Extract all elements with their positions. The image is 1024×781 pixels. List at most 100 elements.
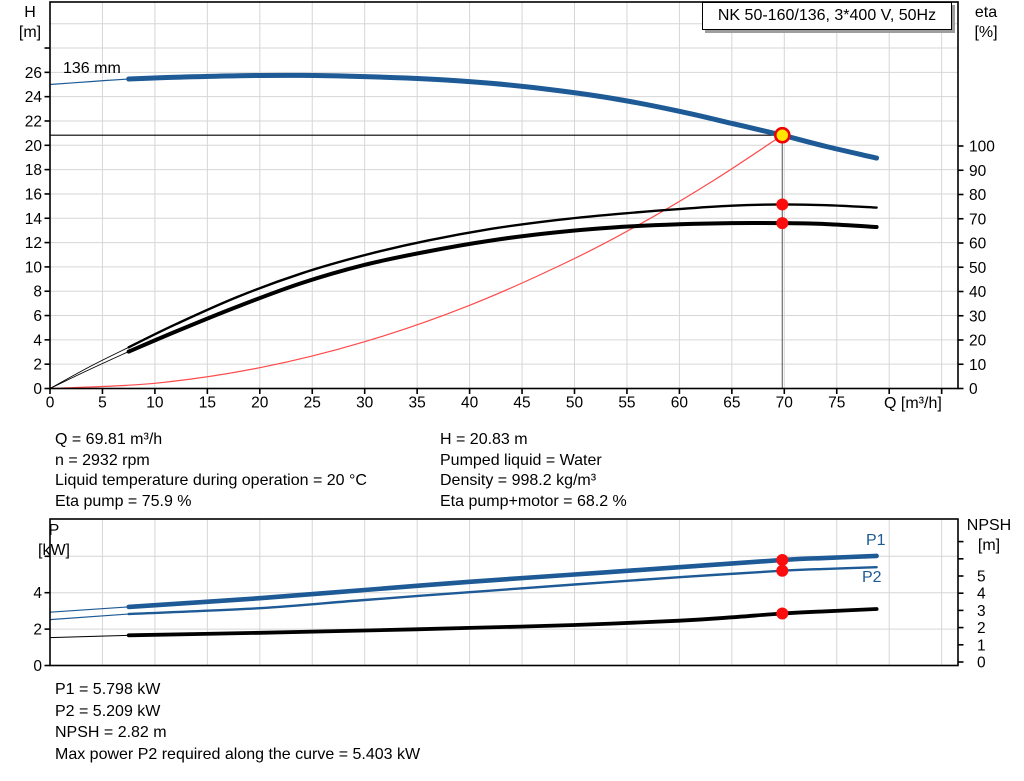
power-info: P1 = 5.798 kW P2 = 5.209 kW NPSH = 2.82 … <box>55 679 420 766</box>
h-axis-tick-label: 26 <box>25 65 42 82</box>
p-axis-tick-label: 4 <box>33 585 42 602</box>
h-axis-tick-label: 24 <box>25 89 43 106</box>
h-axis-tick-label: 4 <box>33 332 42 349</box>
eta-axis-tick-label: 60 <box>969 236 987 253</box>
npsh-curve-curve-thin <box>49 634 129 639</box>
h-axis-tick-label: 20 <box>25 138 43 155</box>
q-axis-tick-label: 45 <box>513 395 530 412</box>
q-axis-tick-label: 30 <box>356 395 374 412</box>
p1-duty-marker <box>776 553 789 566</box>
p-axis-tick-label: 2 <box>33 622 42 639</box>
npsh-axis-tick-label: 5 <box>977 569 986 586</box>
npsh-axis-tick-label: 3 <box>977 603 986 620</box>
h-axis-tick-label: 18 <box>25 162 42 179</box>
eta-axis-tick-label: 20 <box>969 333 987 350</box>
p2-power-curve <box>127 566 878 616</box>
info-line-p2: P2 = 5.209 kW <box>55 702 161 720</box>
h-axis-tick-label: 10 <box>25 259 43 276</box>
eta-pump-curve <box>127 203 878 349</box>
info-line-q: Q = 69.81 m³/h <box>55 431 163 448</box>
q-axis-tick-label: 35 <box>409 395 426 412</box>
p2-duty-marker <box>776 564 789 577</box>
eta-pump-curve-thin <box>49 346 129 389</box>
pump-name: NK 50-160/136, 3*400 V, 50Hz <box>717 7 937 24</box>
power-axis-unit-label: P [kW] <box>26 521 82 561</box>
eta-axis-tick-label: 0 <box>969 381 978 398</box>
q-axis-tick-label: 10 <box>146 395 164 412</box>
h-axis-tick-label: 0 <box>33 381 42 398</box>
info-line-h: H = 20.83 m <box>440 431 528 448</box>
power-axis-unit: [kW] <box>38 542 70 559</box>
npsh-curve-curve <box>126 607 879 638</box>
info-line-liquid-temp: Liquid temperature during operation = 20… <box>55 472 367 490</box>
head-axis-unit: [m] <box>18 24 42 41</box>
pump-name-box: NK 50-160/136, 3*400 V, 50Hz <box>702 2 952 30</box>
q-axis-tick-label: 0 <box>46 395 55 412</box>
npsh-axis-unit-label: NPSH [m] <box>963 516 1015 556</box>
info-line-max-p2: Max power P2 required along the curve = … <box>55 746 421 764</box>
eta-axis-tick-label: 30 <box>969 308 987 325</box>
power-axis-symbol: P <box>48 522 60 539</box>
q-axis-tick-label: 60 <box>671 395 689 412</box>
npsh-axis-tick-label: 1 <box>977 637 986 654</box>
info-line-eta-pump: Eta pump = 75.9 % <box>55 493 192 511</box>
duty-info-left: Q = 69.81 m³/h n = 2932 rpm Liquid tempe… <box>55 430 367 513</box>
q-axis-tick-label: 20 <box>251 395 269 412</box>
eta-pump-motor-curve-thin <box>49 351 129 389</box>
info-line-npsh: NPSH = 2.82 m <box>55 724 167 742</box>
head-axis-unit-label: H [m] <box>8 3 52 43</box>
npsh-axis-tick-label: 0 <box>977 655 986 672</box>
eta-pump-motor-duty-marker <box>776 217 789 230</box>
eta-axis-tick-label: 40 <box>969 284 987 301</box>
q-axis-tick-label: 55 <box>618 395 635 412</box>
info-line-eta-pump-motor: Eta pump+motor = 68.2 % <box>440 493 627 511</box>
p1-power-curve-thin <box>49 606 129 613</box>
flow-axis-unit-label: Q [m³/h] <box>884 395 942 412</box>
q-axis-tick-label: 40 <box>461 395 479 412</box>
info-line-pumped-liquid: Pumped liquid = Water <box>440 451 602 469</box>
p1-power-curve <box>126 553 879 610</box>
q-axis-tick-label: 70 <box>776 395 794 412</box>
eta-pump-duty-marker <box>776 198 789 211</box>
info-line-density: Density = 998.2 kg/m³ <box>440 472 597 490</box>
npsh-axis-tick-label: 4 <box>977 586 986 603</box>
q-axis-tick-label: 65 <box>723 395 740 412</box>
eta-axis-tick-label: 90 <box>969 163 987 180</box>
eta-axis-symbol: eta <box>974 4 998 21</box>
head-axis-symbol: H <box>24 4 36 21</box>
eta-axis-unit: [%] <box>974 24 998 41</box>
q-axis-tick-label: 25 <box>304 395 321 412</box>
npsh-axis-unit: [m] <box>977 537 1001 554</box>
eta-axis-tick-label: 100 <box>969 139 995 156</box>
qh-plot-frame[interactable] <box>49 1 959 390</box>
eta-axis-tick-label: 70 <box>969 211 987 228</box>
h-axis-tick-label: 12 <box>25 235 42 252</box>
h-axis-tick-label: 14 <box>25 211 43 228</box>
p2-power-curve-thin <box>49 613 129 621</box>
h-axis-tick-label: 16 <box>25 186 42 203</box>
h-axis-tick-label: 6 <box>33 308 42 325</box>
system-curve-curve-thin <box>49 134 783 390</box>
q-axis-tick-label: 15 <box>199 395 216 412</box>
operating-point[interactable] <box>774 126 791 144</box>
eta-axis-tick-label: 10 <box>969 357 987 374</box>
npsh-axis-tick-label: 2 <box>977 620 986 637</box>
eta-pump-motor-curve <box>126 220 879 354</box>
eta-axis-unit-label: eta [%] <box>964 3 1008 43</box>
npsh-axis-symbol: NPSH <box>966 517 1012 534</box>
h-axis-tick-label: 8 <box>33 284 42 301</box>
p2-curve-label: P2 <box>862 569 882 586</box>
q-axis-tick-label: 75 <box>828 395 845 412</box>
q-axis-tick-label: 50 <box>566 395 584 412</box>
h-axis-tick-label: 2 <box>33 357 42 374</box>
npsh-duty-marker <box>776 607 789 620</box>
head-curve-136mm-curve-thin <box>49 78 129 86</box>
info-line-speed: n = 2932 rpm <box>55 451 150 469</box>
p1-curve-label: P1 <box>866 532 886 549</box>
eta-axis-tick-label: 50 <box>969 260 987 277</box>
eta-axis-tick-label: 80 <box>969 187 987 204</box>
duty-info-right: H = 20.83 m Pumped liquid = Water Densit… <box>440 430 627 513</box>
info-line-p1: P1 = 5.798 kW <box>55 681 161 698</box>
